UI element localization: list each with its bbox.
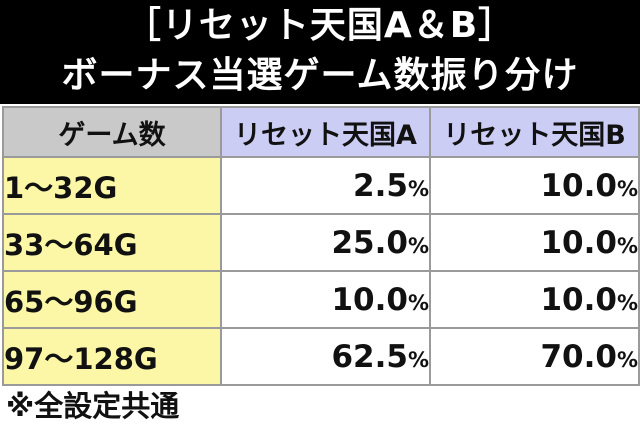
footnote: ※全設定共通 (6, 389, 180, 423)
reset-b-value-cell: 10.0% (429, 213, 640, 272)
games-range-cell: 1〜32G (2, 156, 222, 215)
value: 2.5 (353, 167, 408, 204)
percent-sign: % (616, 233, 638, 258)
title-line-1: ［リセット天国A＆B］ (124, 5, 516, 46)
header-games: ゲーム数 (2, 106, 222, 158)
percent-sign: % (407, 347, 429, 372)
percent-sign: % (616, 347, 638, 372)
percent-sign: % (407, 233, 429, 258)
table-row: 33〜64G 25.0% 10.0% (2, 213, 640, 272)
percent-sign: % (616, 290, 638, 315)
percent-sign: % (407, 290, 429, 315)
title-line-2: ボーナス当選ゲーム数振り分け (61, 55, 579, 96)
percent-sign: % (616, 176, 638, 201)
value: 62.5 (331, 338, 408, 375)
reset-a-value-cell: 25.0% (220, 213, 431, 272)
games-range-cell: 65〜96G (2, 270, 222, 329)
reset-a-value-cell: 62.5% (220, 327, 431, 386)
value: 10.0 (331, 281, 408, 318)
value: 10.0 (540, 224, 617, 261)
distribution-table: ゲーム数 リセット天国A リセット天国B 1〜32G 2.5% 10.0% 33… (2, 106, 640, 386)
value: 10.0 (540, 281, 617, 318)
reset-b-value-cell: 70.0% (429, 327, 640, 386)
header-reset-heaven-a: リセット天国A (220, 106, 431, 158)
title-banner: ［リセット天国A＆B］ ボーナス当選ゲーム数振り分け (0, 0, 640, 104)
value: 10.0 (540, 167, 617, 204)
games-range-cell: 97〜128G (2, 327, 222, 386)
header-reset-heaven-b: リセット天国B (429, 106, 640, 158)
reset-b-value-cell: 10.0% (429, 156, 640, 215)
table-header-row: ゲーム数 リセット天国A リセット天国B (2, 106, 640, 158)
table-row: 1〜32G 2.5% 10.0% (2, 156, 640, 215)
percent-sign: % (407, 176, 429, 201)
table-row: 97〜128G 62.5% 70.0% (2, 327, 640, 386)
games-range-cell: 33〜64G (2, 213, 222, 272)
reset-a-value-cell: 2.5% (220, 156, 431, 215)
table-row: 65〜96G 10.0% 10.0% (2, 270, 640, 329)
reset-a-value-cell: 10.0% (220, 270, 431, 329)
reset-b-value-cell: 10.0% (429, 270, 640, 329)
value: 25.0 (331, 224, 408, 261)
value: 70.0 (540, 338, 617, 375)
